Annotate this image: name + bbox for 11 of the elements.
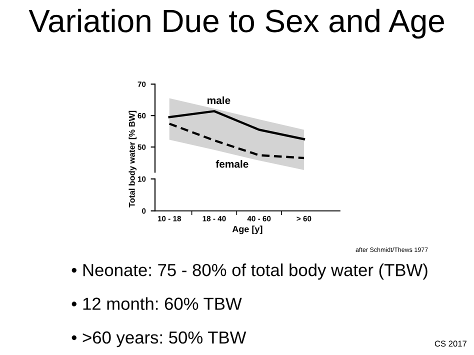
x-axis-title: Age [y] — [232, 226, 262, 234]
text: • Neonate: 75 - 80% of total body water (TBW) — [72, 263, 428, 280]
text: • 12 month: 60% TBW — [72, 297, 242, 310]
series-label: female — [216, 160, 248, 168]
series-label: male — [208, 96, 230, 104]
line-series — [168, 122, 306, 160]
text: • >60 years: 50% TBW — [72, 331, 246, 348]
text: CS 2017 — [434, 340, 466, 347]
line-series — [168, 110, 306, 140]
y-axis-title: Total body water [% BW] — [128, 110, 137, 208]
chart-title: Variation Due to Sex and Age — [28, 8, 444, 39]
